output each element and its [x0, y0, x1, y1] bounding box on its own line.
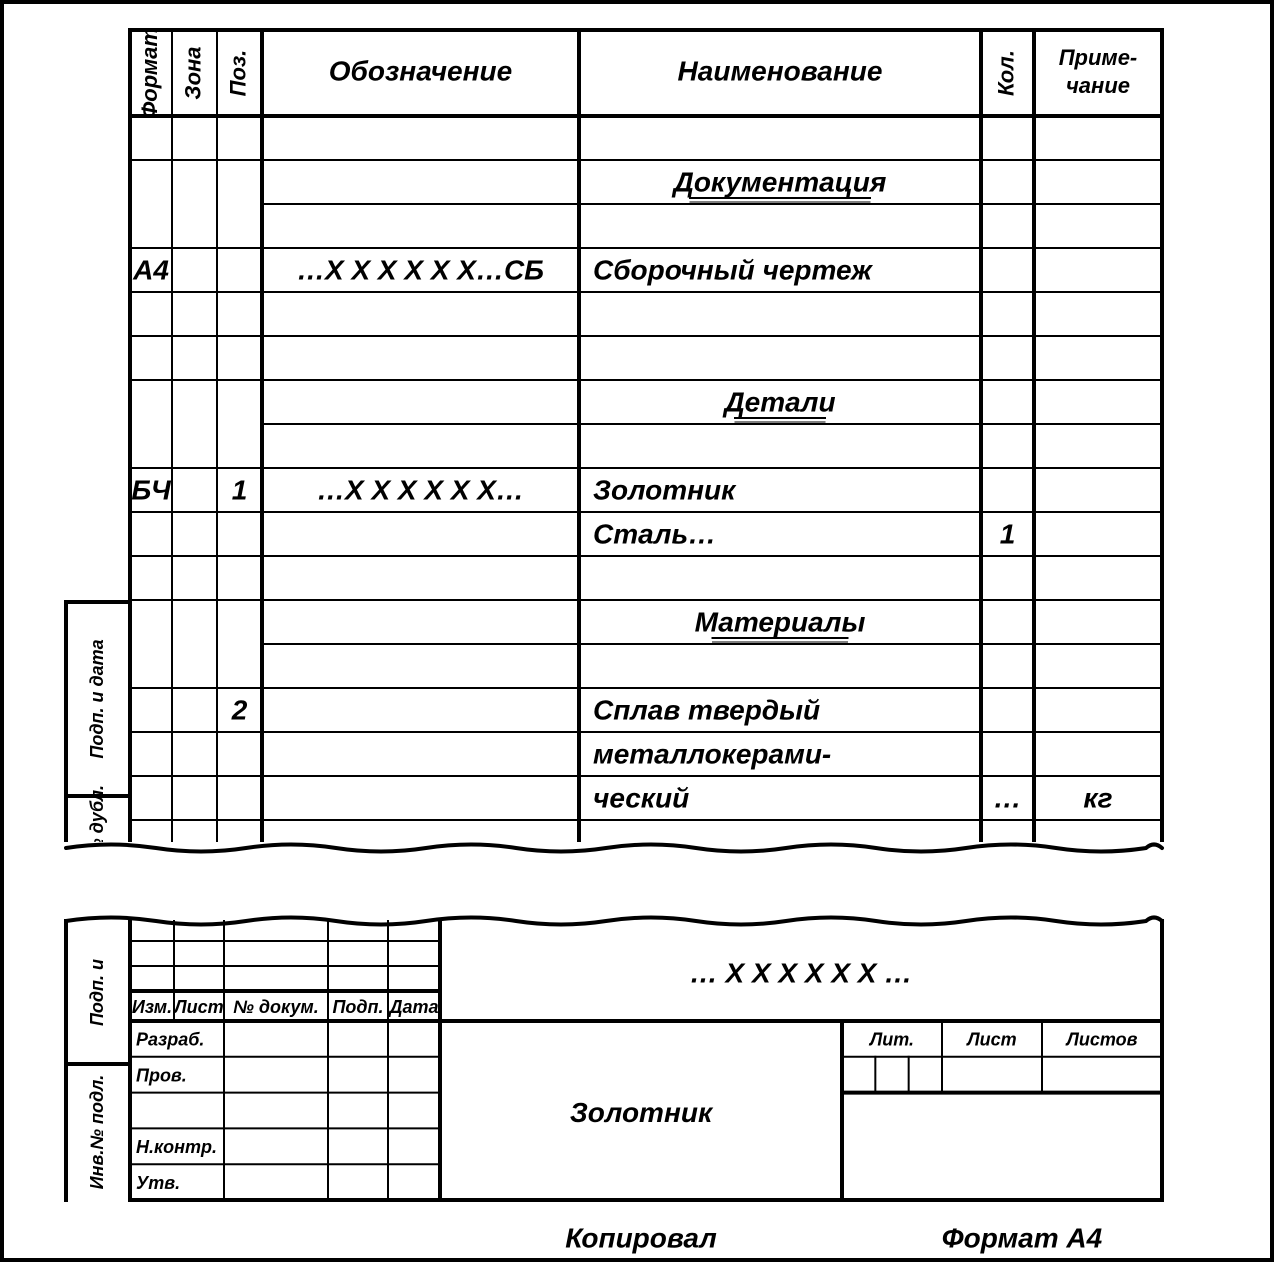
cell-ob-3: …Х Х Х Х Х Х…СБ: [297, 254, 544, 285]
tb-lit: Лит.: [868, 1030, 914, 1050]
footer-kopiroval: Копировал: [565, 1222, 717, 1253]
hdr-naim: Наименование: [678, 55, 883, 86]
cell-na-14: металлокерами-: [593, 738, 831, 769]
tb-name: Золотник: [570, 1097, 714, 1128]
cell-na-3: Сборочный чертеж: [593, 254, 873, 285]
cell-k-15: …: [994, 782, 1022, 813]
cell-na-15: ческий: [593, 782, 689, 813]
cell-na-1: Документация: [672, 166, 887, 197]
cell-na-9: Сталь…: [593, 518, 716, 549]
gost-specification-page: Формат Зона Поз. Кол. Обозначение Наименовани…: [0, 0, 1274, 1262]
cell-ob-8: …Х Х Х Х Х Х…: [317, 474, 524, 505]
hdr-oboz: Обозначение: [329, 55, 512, 86]
cell-p-8: 1: [232, 474, 248, 505]
tb-row-4: Утв.: [136, 1173, 180, 1193]
tb-hdr-4: Дата: [387, 997, 438, 1017]
drawing-svg: Формат Зона Поз. Кол. Обозначение Наименовани…: [4, 4, 1270, 1258]
hdr-prim-1: Приме-: [1059, 45, 1138, 70]
cell-p-13: 2: [231, 694, 248, 725]
tb-row-1: Пров.: [136, 1065, 187, 1085]
cell-f-8: БЧ: [131, 474, 171, 505]
hdr-poz: Поз.: [225, 50, 250, 97]
hdr-zona: Зона: [180, 46, 205, 99]
side-inv-podl: Инв.№ подл.: [87, 1075, 107, 1190]
tb-list: Лист: [965, 1030, 1016, 1050]
tb-row-3: Н.контр.: [136, 1137, 217, 1157]
side-podp-data: Подп. и дата: [87, 639, 107, 758]
tb-hdr-3: Подп.: [332, 997, 383, 1017]
cell-na-13: Сплав твердый: [593, 694, 820, 725]
cell-k-9: 1: [1000, 518, 1016, 549]
hdr-kol: Кол.: [993, 50, 1018, 96]
tb-hdr-2: № докум.: [233, 997, 318, 1017]
cell-na-6: Детали: [722, 386, 835, 417]
cell-pr-15: кг: [1083, 782, 1112, 813]
hdr-format: Формат: [137, 27, 162, 119]
tb-listov: Листов: [1064, 1030, 1137, 1050]
tb-row-0: Разраб.: [136, 1030, 204, 1050]
tb-code: … Х Х Х Х Х Х …: [690, 957, 913, 988]
footer-format: Формат А4: [942, 1222, 1103, 1253]
side-podp-i: Подп. и: [87, 959, 107, 1026]
tb-hdr-1: Лист: [172, 997, 223, 1017]
cell-f-3: А4: [132, 254, 169, 285]
cell-na-8: Золотник: [593, 474, 737, 505]
cell-na-11: Материалы: [695, 606, 866, 637]
hdr-prim-2: чание: [1066, 73, 1130, 98]
tb-hdr-0: Изм.: [132, 997, 172, 1017]
